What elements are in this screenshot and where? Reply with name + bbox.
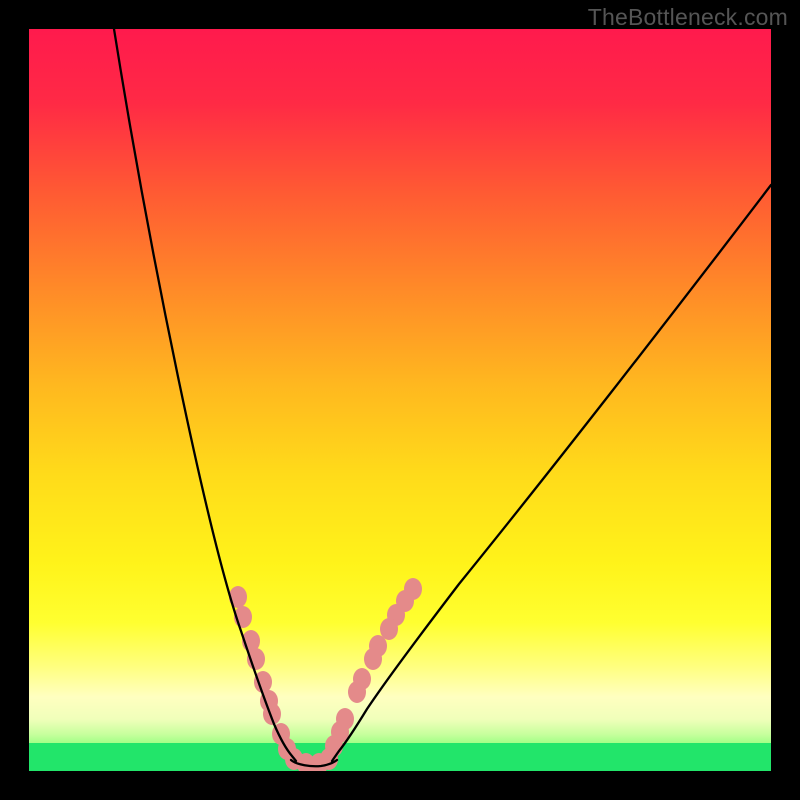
plot-area — [29, 29, 771, 771]
watermark-label: TheBottleneck.com — [588, 4, 788, 31]
bottleneck-curve — [29, 29, 771, 771]
stage: TheBottleneck.com — [0, 0, 800, 800]
